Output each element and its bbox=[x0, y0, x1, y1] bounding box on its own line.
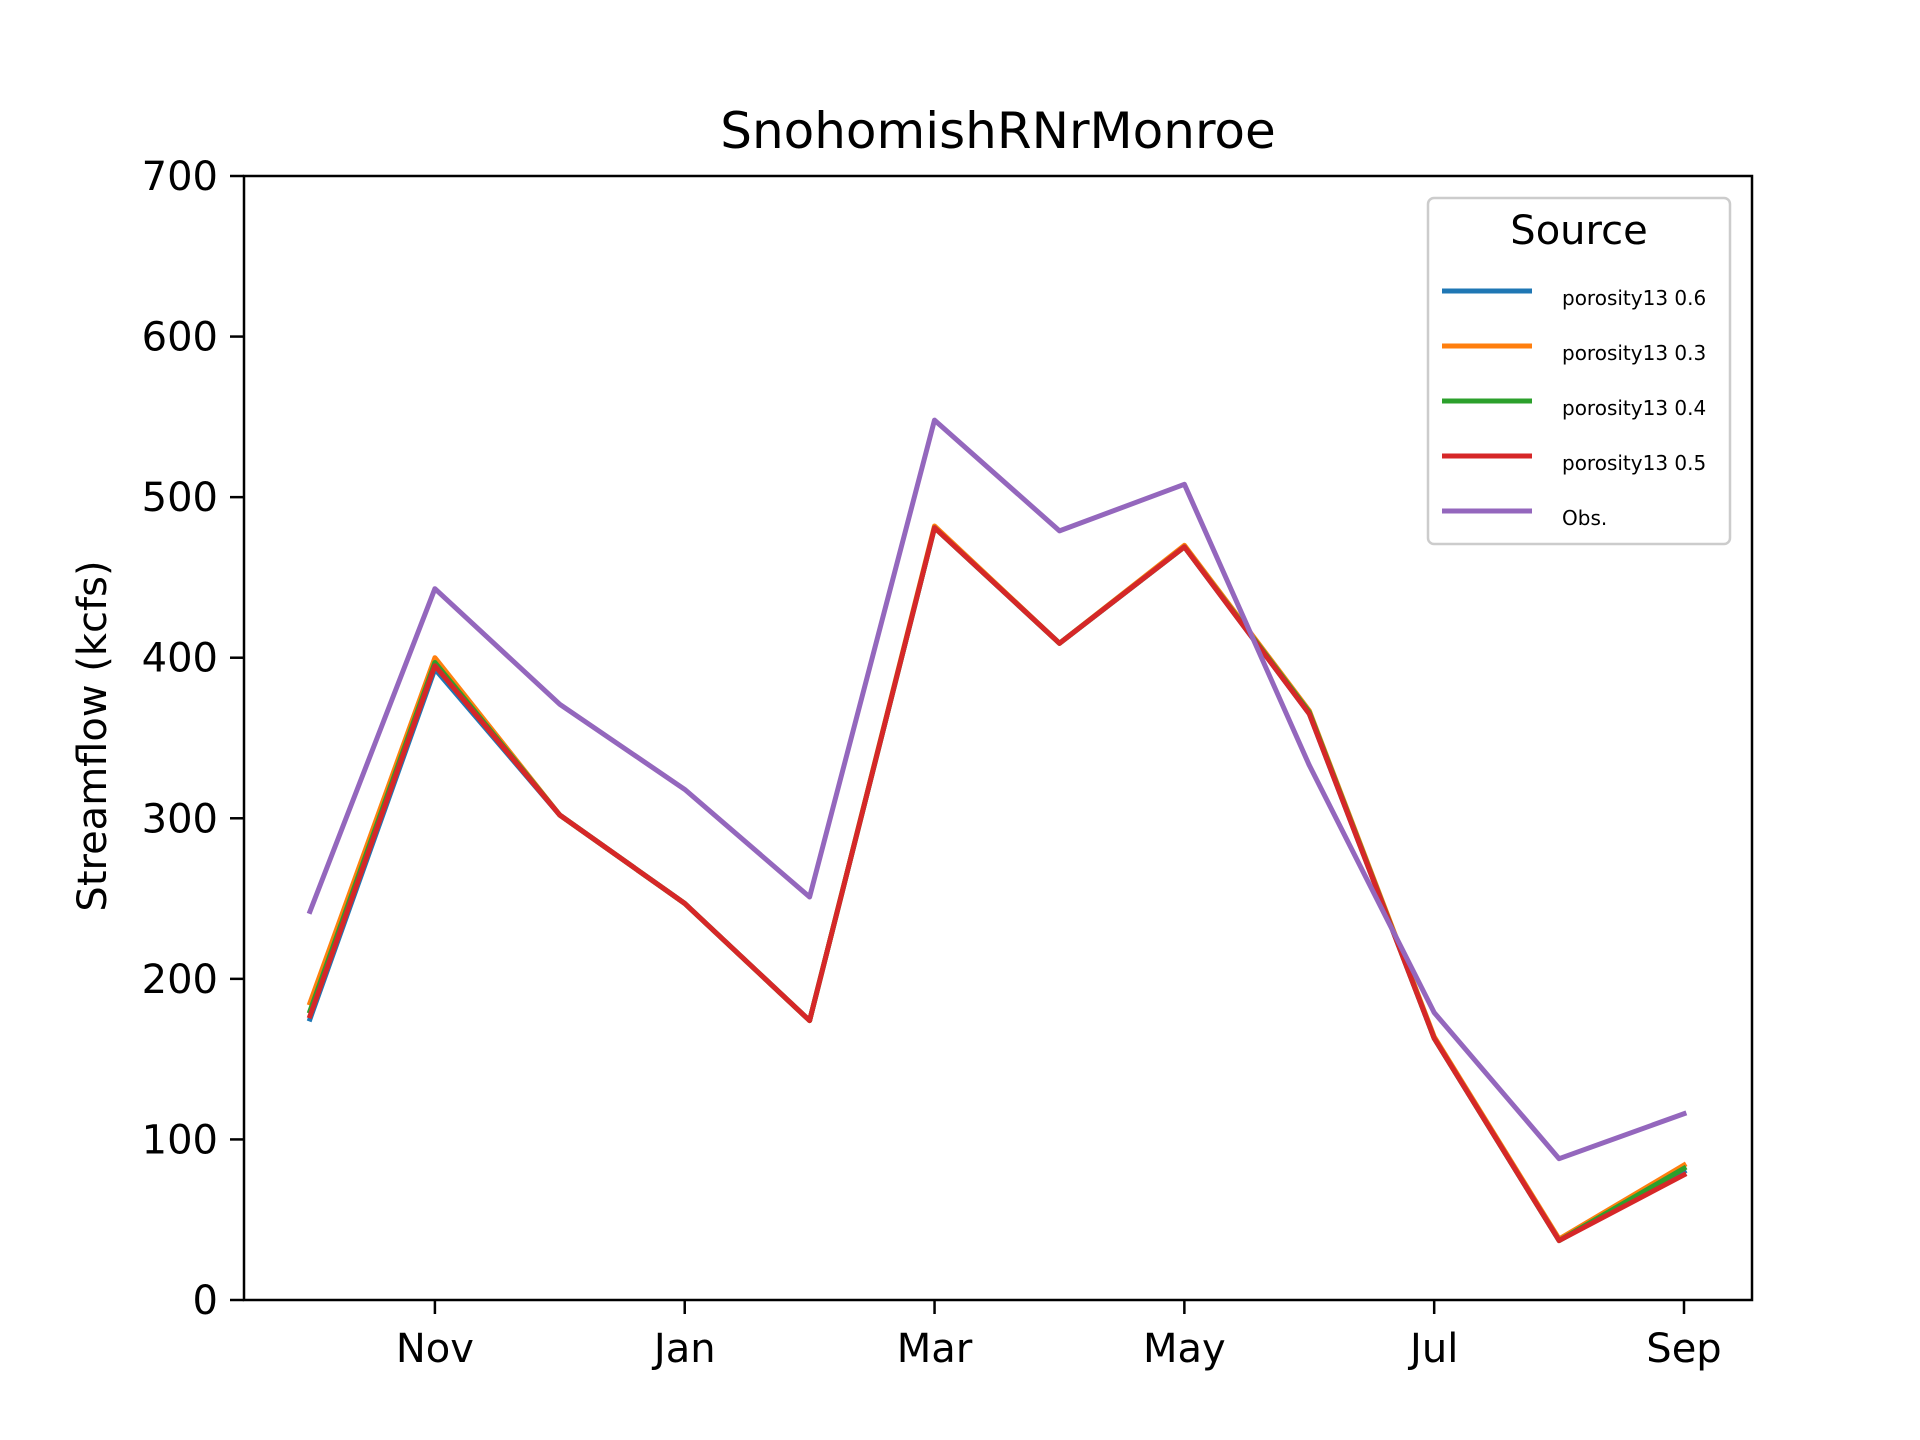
x-tick-label-jul: Jul bbox=[1407, 1326, 1458, 1372]
legend-title: Source bbox=[1510, 208, 1647, 254]
x-tick-label-nov: Nov bbox=[396, 1326, 474, 1372]
y-tick-label-500: 500 bbox=[142, 475, 218, 521]
series-line-porosity13-0-5 bbox=[306, 525, 1688, 1244]
x-tick-label-mar: Mar bbox=[897, 1326, 973, 1372]
y-tick-label-200: 200 bbox=[142, 957, 218, 1003]
y-tick-label-100: 100 bbox=[142, 1117, 218, 1163]
legend-label-porosity13-0-3: porosity13 0.3 bbox=[1562, 341, 1706, 365]
y-tick-label-400: 400 bbox=[142, 636, 218, 682]
legend-label-porosity13-0-6: porosity13 0.6 bbox=[1562, 286, 1706, 310]
x-tick-label-sep: Sep bbox=[1646, 1326, 1721, 1372]
y-tick-label-300: 300 bbox=[142, 796, 218, 842]
series-layer bbox=[306, 417, 1688, 1244]
y-tick-label-0: 0 bbox=[193, 1278, 218, 1324]
chart-title: SnohomishRNrMonroe bbox=[720, 102, 1276, 160]
x-axis-ticks: Nov Jan Mar May Jul Sep bbox=[396, 1300, 1722, 1372]
x-tick-label-may: May bbox=[1143, 1326, 1226, 1372]
series-line-obs bbox=[306, 417, 1688, 1162]
legend-label-obs: Obs. bbox=[1562, 506, 1607, 530]
plot-frame bbox=[242, 174, 1754, 1302]
y-axis-label: Streamflow (kcfs) bbox=[70, 560, 116, 911]
legend-label-porosity13-0-5: porosity13 0.5 bbox=[1562, 451, 1706, 475]
y-tick-label-600: 600 bbox=[142, 315, 218, 361]
y-tick-label-700: 700 bbox=[142, 154, 218, 200]
legend-label-porosity13-0-4: porosity13 0.4 bbox=[1562, 396, 1706, 420]
legend: Source porosity13 0.6 porosity13 0.3 porosi… bbox=[1426, 196, 1732, 546]
y-axis-ticks: 0 100 200 300 400 500 600 700 bbox=[142, 154, 244, 1324]
x-tick-label-jan: Jan bbox=[651, 1326, 716, 1372]
